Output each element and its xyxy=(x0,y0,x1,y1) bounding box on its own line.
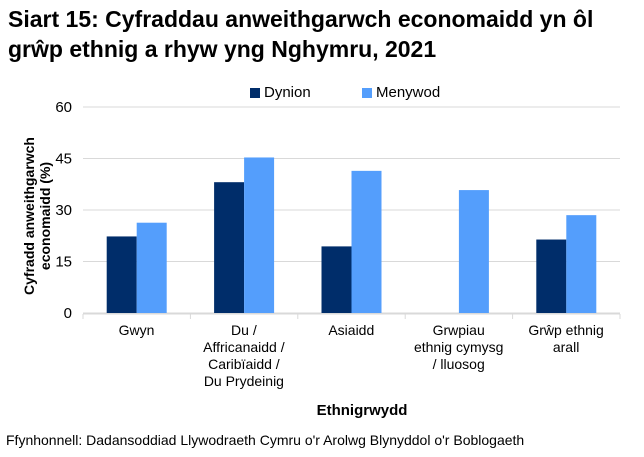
y-tick-label: 45 xyxy=(55,151,72,168)
legend-swatch-dynion xyxy=(250,87,260,98)
bar-menywod xyxy=(351,170,382,313)
y-tick-label: 15 xyxy=(55,254,72,271)
y-tick-label: 30 xyxy=(55,202,72,219)
legend-item-dynion: Dynion xyxy=(250,84,311,101)
chart-title: Siart 15: Cyfraddau anweithgarwch econom… xyxy=(8,6,594,62)
bar-dynion xyxy=(106,236,137,313)
legend-label: Dynion xyxy=(264,84,311,101)
y-tick-label: 60 xyxy=(55,99,72,116)
legend-label: Menywod xyxy=(376,84,441,101)
source-note: Ffynhonnell: Dadansoddiad Llywodraeth Cy… xyxy=(6,432,525,448)
x-tick-label: Gwyn xyxy=(118,322,155,338)
x-axis-label: Ethnigrwydd xyxy=(316,402,408,419)
bar-dynion xyxy=(214,182,245,313)
x-tick-label: Grwpiau ethnig cymysg / lluosog xyxy=(413,322,504,372)
bar-menywod xyxy=(566,215,597,313)
x-tick-label: Grŵp ethnig arall xyxy=(528,322,604,355)
legend-swatch-menywod xyxy=(362,87,372,98)
legend-item-menywod: Menywod xyxy=(362,84,440,101)
bar-dynion xyxy=(536,239,567,313)
bar-menywod xyxy=(458,190,489,313)
bar-menywod xyxy=(244,157,275,313)
x-tick-label: Du / Affricanaidd / Caribïaidd / Du Pryd… xyxy=(203,322,285,389)
x-tick-label: Asiaidd xyxy=(328,322,375,338)
y-tick-label: 0 xyxy=(64,305,72,322)
bar-menywod xyxy=(136,222,167,313)
bar-dynion xyxy=(321,246,352,313)
